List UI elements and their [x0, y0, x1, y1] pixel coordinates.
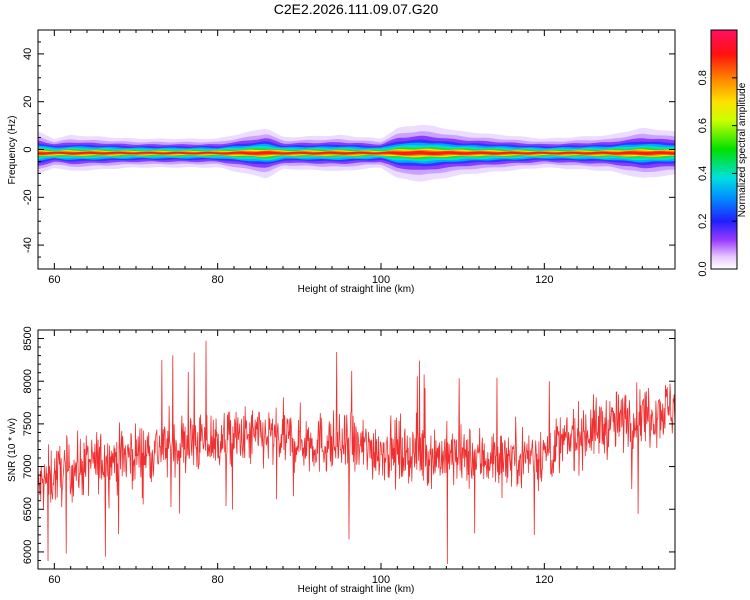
spectrogram-y-label: Frequency (Hz) — [7, 116, 18, 185]
snr-y-tick-label: 7000 — [22, 454, 34, 478]
spectrogram-band — [38, 124, 675, 182]
snr-x-tick-label: 100 — [372, 574, 390, 586]
spectrogram-contour-9 — [38, 151, 675, 156]
spectrogram-panel: 60 80 100 120 -40 -20 0 20 40 Height of straigh… — [7, 29, 676, 295]
colorbar-scale — [710, 29, 738, 270]
colorbar-tick-label: 0.6 — [697, 118, 709, 133]
spectrogram-x-tick-label: 60 — [48, 274, 60, 286]
snr-y-tick-label: 8500 — [22, 326, 34, 350]
spectrogram-y-tick-label: -20 — [22, 189, 34, 205]
snr-panel: 60 80 100 120 6000 6500 7000 7500 8000 8500 Heig… — [7, 326, 676, 595]
snr-y-label: SNR (10 * v/v) — [7, 418, 18, 482]
spectrogram-y-ticks: -40 -20 0 20 40 — [22, 41, 675, 258]
colorbar-ticks: 0.0 0.2 0.4 0.6 0.8 — [697, 70, 737, 277]
spectrogram-y-tick-label: 0 — [22, 146, 34, 152]
snr-y-tick-label: 7500 — [22, 412, 34, 436]
colorbar-tick-label: 0.2 — [697, 214, 709, 229]
snr-y-tick-label: 6500 — [22, 497, 34, 521]
spectrogram-x-ticks: 60 80 100 120 — [37, 30, 676, 286]
colorbar-tick-label: 0.0 — [697, 261, 709, 276]
snr-x-tick-label: 80 — [212, 574, 224, 586]
snr-x-ticks: 60 80 100 120 — [37, 330, 676, 586]
snr-y-ticks: 6000 6500 7000 7500 8000 8500 — [22, 326, 675, 564]
snr-x-tick-label: 60 — [48, 574, 60, 586]
spectrogram-y-tick-label: -40 — [22, 237, 34, 253]
spectrogram-y-tick-label: 40 — [22, 48, 34, 60]
snr-x-label: Height of straight line (km) — [298, 584, 415, 595]
spectrogram-x-tick-label: 120 — [535, 274, 553, 286]
spectrogram-y-tick-label: 20 — [22, 96, 34, 108]
spectrogram-x-tick-label: 80 — [212, 274, 224, 286]
colorbar: 0.0 0.2 0.4 0.6 0.8 Normalized spectral ampl… — [697, 29, 748, 277]
colorbar-label: Normalized spectral amplitude — [737, 82, 748, 217]
spectrogram-x-label: Height of straight line (km) — [298, 284, 415, 295]
colorbar-tick-label: 0.8 — [697, 70, 709, 85]
snr-x-tick-label: 120 — [535, 574, 553, 586]
colorbar-tick-label: 0.4 — [697, 166, 709, 181]
snr-y-tick-label: 8000 — [22, 369, 34, 393]
chart-title: C2E2.2026.111.09.07.G20 — [274, 1, 439, 17]
snr-series-line — [38, 340, 675, 565]
snr-y-tick-label: 6000 — [22, 540, 34, 564]
spectrogram-x-tick-label: 100 — [372, 274, 390, 286]
